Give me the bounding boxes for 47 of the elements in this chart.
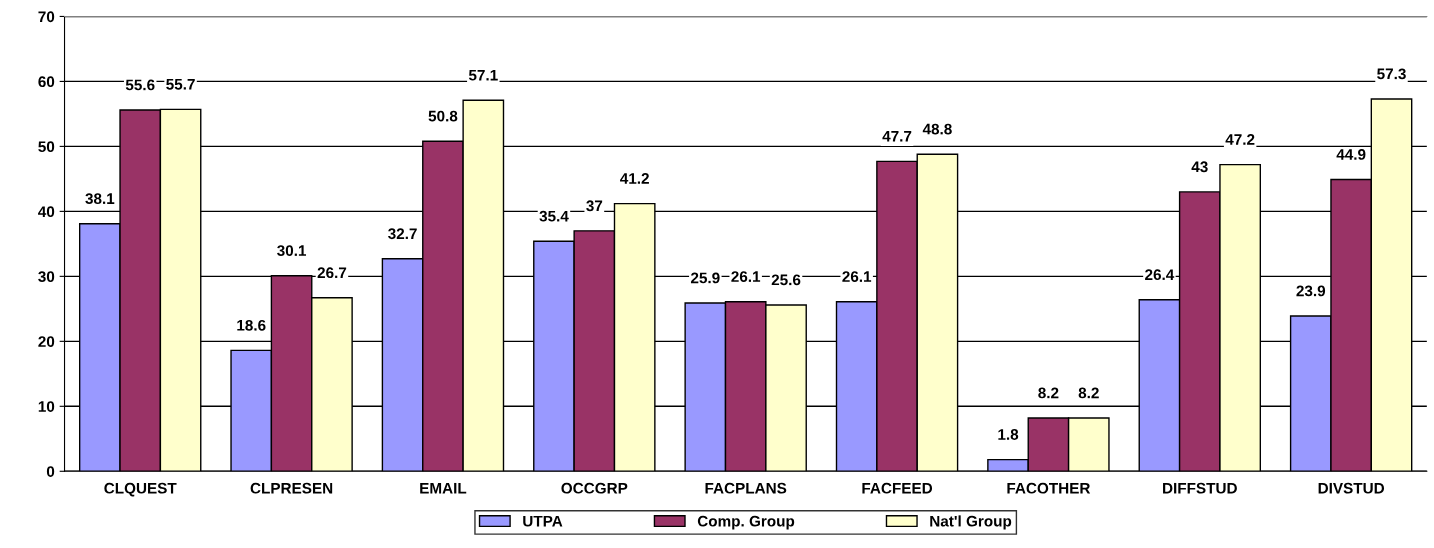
y-tick-label: 70 xyxy=(38,11,55,23)
data-label: 26.1 xyxy=(731,271,761,282)
x-tick-label: OCCGRP xyxy=(561,482,628,494)
data-label: 57.1 xyxy=(468,69,498,81)
x-tick-label: CLPRESEN xyxy=(250,482,333,494)
data-label: 26.7 xyxy=(317,267,347,279)
data-label: 48.8 xyxy=(922,123,952,135)
y-tick-label: 20 xyxy=(38,336,55,348)
legend-label: UTPA xyxy=(523,515,563,527)
x-tick-label: DIVSTUD xyxy=(1318,482,1385,494)
y-tick-label: 0 xyxy=(46,466,55,477)
data-label: 38.1 xyxy=(85,193,115,205)
data-label: 18.6 xyxy=(237,319,266,331)
data-label: 1.8 xyxy=(998,429,1019,440)
data-label: 25.6 xyxy=(771,274,801,286)
data-label: 41.2 xyxy=(620,173,649,184)
x-tick-label: FACOTHER xyxy=(1007,482,1091,494)
y-tick-label: 40 xyxy=(38,206,55,218)
data-label: 32.7 xyxy=(388,228,417,240)
legend-label: Nat'l Group xyxy=(930,515,1012,530)
data-label: 44.9 xyxy=(1336,149,1366,160)
data-label: 43 xyxy=(1191,161,1208,173)
data-label: 23.9 xyxy=(1296,285,1326,297)
data-label: 26.4 xyxy=(1145,269,1175,281)
y-tick-label: 60 xyxy=(38,76,55,88)
y-tick-label: 50 xyxy=(38,141,55,153)
x-tick-label: DIFFSTUD xyxy=(1163,482,1237,494)
data-label: 26.1 xyxy=(842,271,872,282)
data-label: 55.6 xyxy=(125,79,155,91)
data-label: 8.2 xyxy=(1078,387,1099,399)
y-tick-label: 30 xyxy=(38,271,55,283)
data-label: 47.7 xyxy=(882,130,912,142)
x-tick-label: CLQUEST xyxy=(104,482,177,497)
data-label: 55.7 xyxy=(166,79,195,90)
legend-label: Comp. Group xyxy=(697,515,795,530)
x-tick-label: FACFEED xyxy=(862,482,933,494)
data-label: 30.1 xyxy=(277,245,307,257)
data-label: 35.4 xyxy=(539,210,569,222)
x-tick-label: FACPLANS xyxy=(705,482,787,494)
data-label: 8.2 xyxy=(1038,387,1059,399)
data-label: 50.8 xyxy=(428,110,458,122)
data-label: 25.9 xyxy=(690,272,720,284)
data-label: 47.2 xyxy=(1225,134,1255,145)
data-label: 37 xyxy=(586,200,603,212)
x-tick-label: EMAIL xyxy=(420,482,467,494)
data-label: 57.3 xyxy=(1377,68,1406,80)
y-tick-label: 10 xyxy=(38,401,55,412)
